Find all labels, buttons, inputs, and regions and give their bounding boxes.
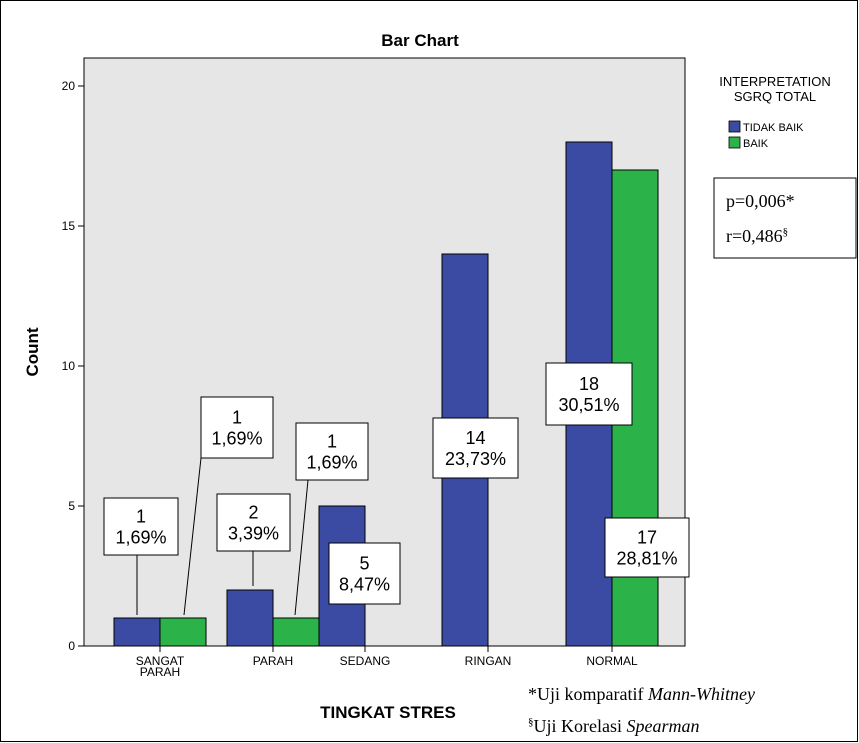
y-axis-title: Count bbox=[23, 327, 42, 376]
note1-text: *Uji komparatif bbox=[528, 684, 648, 704]
data-label-percent: 1,69% bbox=[211, 429, 262, 449]
stats-box: p=0,006* r=0,486§ bbox=[713, 177, 857, 259]
note2-sup: § bbox=[528, 716, 534, 728]
label-box bbox=[200, 396, 274, 459]
label-box bbox=[328, 542, 401, 605]
note1-italic: Mann-Whitney bbox=[647, 684, 755, 704]
data-label-percent: 30,51% bbox=[558, 395, 619, 415]
x-tick-label: SANGAT PARAH bbox=[136, 654, 185, 679]
chart-title: Bar Chart bbox=[381, 31, 459, 50]
data-label-percent: 28,81% bbox=[616, 549, 677, 569]
data-label-percent: 23,73% bbox=[445, 449, 506, 469]
data-label-count: 14 bbox=[465, 428, 485, 448]
y-axis: 0 5 10 15 20 bbox=[62, 79, 84, 653]
y-tick-label: 5 bbox=[68, 499, 75, 513]
note2-text: Uji Korelasi bbox=[534, 716, 627, 736]
p-value: p=0,006* bbox=[726, 191, 795, 211]
label-leader-line bbox=[183, 457, 202, 616]
y-tick-label: 10 bbox=[62, 359, 76, 373]
bar-baik-parah bbox=[272, 617, 320, 647]
x-tick-label: RINGAN bbox=[465, 654, 512, 668]
label-box bbox=[432, 417, 519, 479]
label-box bbox=[545, 362, 633, 426]
r-value: r=0,486§ bbox=[726, 226, 788, 246]
legend-swatch bbox=[728, 120, 741, 133]
data-label-percent: 3,39% bbox=[228, 524, 279, 544]
data-label-count: 2 bbox=[248, 503, 258, 523]
data-label-count: 1 bbox=[136, 507, 146, 527]
bar-tidak-baik-sangat-parah bbox=[113, 617, 161, 647]
data-label-count: 1 bbox=[327, 432, 337, 452]
r-value-text: r=0,486 bbox=[726, 226, 783, 246]
legend-label: TIDAK BAIK bbox=[743, 122, 804, 134]
data-label-count: 18 bbox=[579, 374, 599, 394]
x-tick-label: PARAH bbox=[253, 654, 293, 668]
legend-label: BAIK bbox=[743, 138, 769, 150]
data-label-count: 5 bbox=[359, 554, 369, 574]
legend-swatch bbox=[728, 136, 741, 149]
r-value-sup: § bbox=[783, 226, 789, 238]
x-tick-label: NORMAL bbox=[586, 654, 638, 668]
note-spearman: §Uji Korelasi Spearman bbox=[528, 716, 699, 736]
x-axis-title: TINGKAT STRES bbox=[320, 703, 456, 722]
y-tick-label: 0 bbox=[68, 639, 75, 653]
legend-title: INTERPRETATION bbox=[719, 74, 830, 89]
label-box bbox=[295, 422, 369, 481]
data-label-count: 1 bbox=[232, 408, 242, 428]
data-label-percent: 8,47% bbox=[339, 575, 390, 595]
label-box bbox=[604, 517, 690, 578]
data-label-percent: 1,69% bbox=[115, 528, 166, 548]
label-box bbox=[216, 493, 291, 552]
stats-box-border bbox=[713, 177, 857, 259]
legend-title: SGRQ TOTAL bbox=[734, 89, 816, 104]
bar-baik-sangat-parah bbox=[159, 617, 207, 647]
bar-tidak-baik-parah bbox=[226, 589, 274, 647]
note-mann-whitney: *Uji komparatif Mann-Whitney bbox=[528, 684, 755, 704]
data-labels: 11,69%23,39%58,47%1423,73%1830,51%11,69%… bbox=[103, 362, 690, 616]
y-tick-label: 15 bbox=[62, 219, 76, 233]
label-box bbox=[103, 497, 179, 556]
note2-italic: Spearman bbox=[626, 716, 699, 736]
data-label-percent: 1,69% bbox=[306, 453, 357, 473]
y-tick-label: 20 bbox=[62, 79, 76, 93]
label-leader-line bbox=[294, 479, 309, 616]
notes: *Uji komparatif Mann-Whitney §Uji Korela… bbox=[528, 684, 755, 736]
x-axis: SANGAT PARAH PARAH SEDANG RINGAN NORMAL bbox=[136, 646, 638, 679]
data-label-count: 17 bbox=[637, 528, 657, 548]
x-tick-label: SEDANG bbox=[340, 654, 391, 668]
